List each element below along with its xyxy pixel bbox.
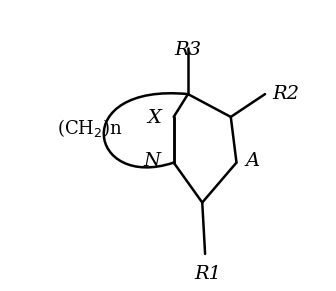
Text: X: X [147,109,161,127]
Text: R2: R2 [272,85,299,103]
Text: R3: R3 [174,41,202,59]
Text: R1: R1 [195,265,221,283]
Text: A: A [245,152,259,170]
Text: N: N [144,152,161,170]
Text: (CH$_2$)n: (CH$_2$)n [57,117,122,139]
